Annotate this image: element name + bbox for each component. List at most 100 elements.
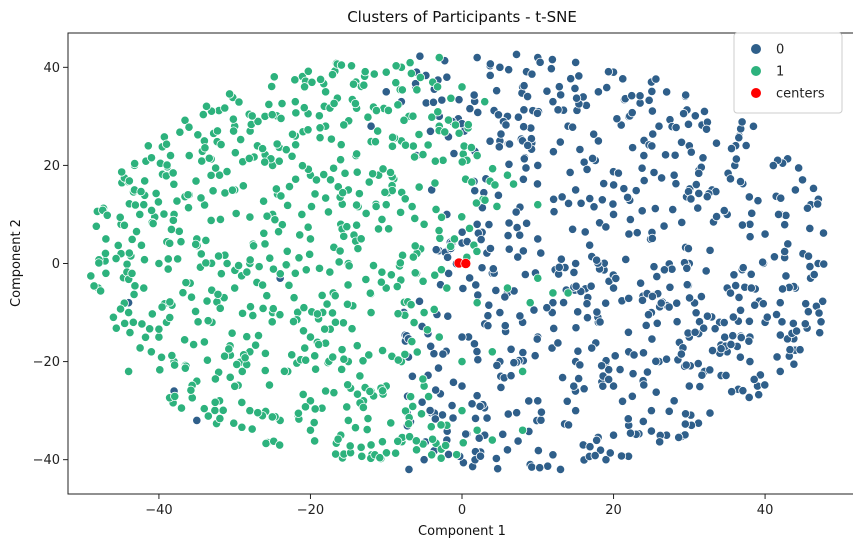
cluster-1-point <box>362 424 372 435</box>
cluster-0-point <box>816 317 826 327</box>
cluster-1-point <box>422 325 432 335</box>
cluster-1-point <box>191 239 201 249</box>
cluster-0-point <box>475 401 485 411</box>
cluster-1-point <box>157 302 167 312</box>
cluster-0-point <box>624 229 634 239</box>
cluster-0-point <box>501 120 511 130</box>
cluster-0-point <box>536 407 547 417</box>
cluster-0-point <box>800 319 810 329</box>
cluster-0-point <box>447 400 457 411</box>
cluster-1-point <box>215 214 226 225</box>
cluster-0-point <box>522 91 533 102</box>
cluster-1-point <box>533 273 543 283</box>
cluster-0-point <box>665 282 675 292</box>
cluster-1-point <box>364 350 374 360</box>
cluster-1-point <box>408 141 418 151</box>
cluster-0-point <box>414 296 425 306</box>
cluster-1-point <box>334 257 344 267</box>
cluster-0-point <box>612 114 622 124</box>
cluster-1-point <box>458 438 468 448</box>
cluster-1-point <box>339 354 349 364</box>
cluster-1-point <box>247 111 257 121</box>
cluster-0-point <box>506 371 516 381</box>
cluster-1-point <box>245 406 255 416</box>
cluster-1-point <box>234 97 244 107</box>
cluster-1-point <box>358 356 368 366</box>
cluster-1-point <box>215 413 225 424</box>
cluster-1-point <box>176 237 186 247</box>
cluster-0-point <box>650 203 660 214</box>
cluster-0-point <box>582 164 592 175</box>
cluster-1-point <box>268 304 278 314</box>
cluster-0-point <box>518 246 528 256</box>
cluster-1-point <box>129 289 139 300</box>
cluster-1-point <box>290 268 300 278</box>
cluster-0-point <box>637 163 647 173</box>
cluster-0-point <box>608 283 619 293</box>
cluster-0-point <box>680 419 690 429</box>
cluster-0-point <box>621 254 631 265</box>
cluster-1-point <box>336 140 346 150</box>
cluster-0-point <box>503 409 513 419</box>
cluster-1-point <box>181 278 191 288</box>
cluster-0-point <box>693 203 703 213</box>
cluster-1-point <box>136 186 146 197</box>
cluster-1-point <box>124 307 134 318</box>
cluster-0-point <box>491 453 501 464</box>
cluster-0-point <box>638 416 648 427</box>
cluster-0-point <box>532 108 543 118</box>
cluster-0-point <box>780 220 790 230</box>
cluster-1-point <box>508 179 519 189</box>
cluster-1-point <box>277 220 287 230</box>
cluster-1-point <box>232 359 242 370</box>
cluster-0-point <box>720 332 730 342</box>
cluster-0-point <box>491 285 501 296</box>
cluster-1-point <box>228 126 239 136</box>
cluster-0-point <box>758 257 768 267</box>
cluster-1-point <box>206 170 216 180</box>
cluster-0-point <box>592 307 602 317</box>
cluster-1-point <box>352 167 362 177</box>
cluster-0-point <box>655 437 665 447</box>
cluster-1-point <box>385 167 396 178</box>
cluster-0-point <box>611 273 621 284</box>
cluster-1-point <box>408 252 418 262</box>
cluster-1-point <box>115 212 125 222</box>
cluster-1-point <box>265 253 275 263</box>
cluster-1-point <box>184 122 194 132</box>
cluster-0-point <box>569 381 579 391</box>
cluster-1-point <box>381 200 391 210</box>
cluster-0-point <box>676 349 686 359</box>
cluster-0-point <box>426 341 436 351</box>
cluster-1-point <box>434 225 444 236</box>
cluster-0-point <box>686 194 696 204</box>
cluster-1-point <box>457 82 467 92</box>
cluster-0-point <box>629 350 639 360</box>
cluster-0-point <box>808 183 819 193</box>
cluster-0-point <box>694 317 705 327</box>
cluster-1-point <box>130 158 140 169</box>
cluster-1-point <box>392 281 402 292</box>
cluster-1-point <box>122 259 132 269</box>
cluster-1-point <box>198 109 208 120</box>
chart-title: Clusters of Participants - t-SNE <box>347 8 577 26</box>
cluster-1-point <box>490 180 500 190</box>
cluster-1-point <box>202 355 213 365</box>
cluster-0-point <box>571 406 581 416</box>
cluster-1-point <box>94 258 104 268</box>
cluster-1-point <box>128 317 138 327</box>
cluster-1-point <box>156 352 167 362</box>
cluster-0-point <box>635 91 645 101</box>
cluster-0-point <box>775 366 785 376</box>
cluster-1-point <box>260 239 270 249</box>
cluster-1-point <box>245 302 256 312</box>
cluster-1-point <box>502 283 513 293</box>
y-axis-label: Component 2 <box>9 219 24 307</box>
cluster-0-point <box>699 323 709 333</box>
cluster-0-point <box>754 390 764 400</box>
cluster-1-point <box>436 420 446 430</box>
cluster-0-point <box>669 396 679 406</box>
cluster-0-point <box>548 298 558 308</box>
cluster-0-point <box>565 167 575 177</box>
cluster-1-point <box>457 157 467 167</box>
